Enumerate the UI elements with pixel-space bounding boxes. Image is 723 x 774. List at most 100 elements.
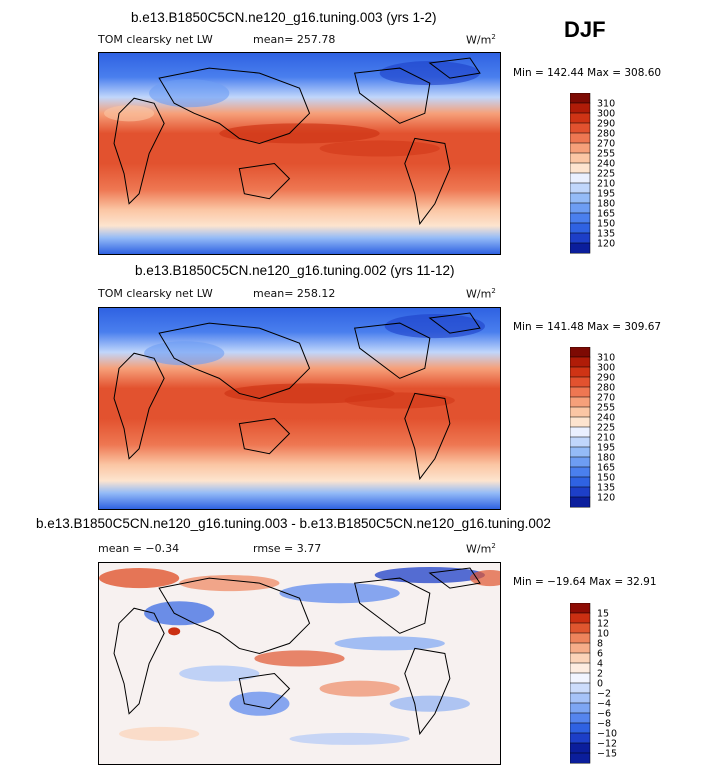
colorbar-tick-label: −8 [597,719,611,730]
colorbar-tick-label: 240 [597,159,615,170]
colorbar-box [569,92,591,104]
colorbar-tick-label: −12 [597,739,617,750]
colorbar-tick-label: −2 [597,689,611,700]
colorbar-box [569,612,591,624]
colorbar-tick-label: 195 [597,443,615,454]
colorbar-tick-label: 255 [597,149,615,160]
panel3-colorbar: 15 12 10 8 6 4 2 0 −2 −4 −6 −8 −10 −12 −15 [569,602,630,771]
colorbar-box [569,466,591,478]
panel1-map [98,52,501,255]
panel2-map [98,307,501,510]
colorbar-box [569,496,591,508]
colorbar-box [569,152,591,164]
colorbar-tick-label: 270 [597,139,615,150]
panel2-mean-value: 258.12 [296,287,336,300]
colorbar-box [569,396,591,408]
panel1-units-sup: 2 [491,33,496,41]
colorbar-tick-label: 310 [597,99,615,110]
panel1-colorbar: 310 300 290 280 270 255 240 225 210 195 180 165 150 1… [569,92,630,261]
panel3-title: b.e13.B1850C5CN.ne120_g16.tuning.003 - b… [36,516,551,531]
colorbar-tick-label: 4 [597,659,603,670]
colorbar-box [569,406,591,418]
panel3-rmse-value: 3.77 [296,542,322,555]
panel1-field [99,53,500,254]
colorbar-tick-label: −15 [597,749,617,760]
colorbar-box [569,122,591,134]
colorbar-box [569,702,591,714]
panel2-mean-label: mean= [253,287,294,300]
colorbar-box [569,436,591,448]
colorbar-tick-label: 290 [597,373,615,384]
colorbar-box [569,476,591,488]
colorbar-tick-label: 270 [597,393,615,404]
colorbar-box [569,386,591,398]
colorbar-box [569,242,591,254]
colorbar-tick-label: 180 [597,453,615,464]
colorbar-tick-label: 120 [597,239,615,250]
colorbar-tick-label: 210 [597,433,615,444]
panel2-colorbar-svg: 3103002902802702552402252101951801651501… [569,346,615,508]
panel1-minmax: Min = 142.44 Max = 308.60 [513,67,662,79]
colorbar-box [569,742,591,754]
colorbar-box [569,172,591,184]
panel1-mean-value: 257.78 [296,33,336,46]
colorbar-box [569,102,591,114]
panel3-mean-value: −0.34 [145,542,180,555]
colorbar-tick-label: 280 [597,383,615,394]
colorbar-tick-label: 2 [597,669,603,680]
colorbar-tick-label: 290 [597,119,615,130]
panel3-units: W/m2 [466,542,496,556]
panel3-units-sup: 2 [491,542,496,550]
colorbar-box [569,142,591,154]
colorbar-box [569,732,591,744]
colorbar-tick-label: 165 [597,463,615,474]
colorbar-box [569,486,591,498]
colorbar-tick-label: −10 [597,729,617,740]
colorbar-box [569,446,591,458]
colorbar-tick-label: 150 [597,219,615,230]
panel1-variable: TOM clearsky net LW [98,33,213,46]
colorbar-tick-label: 8 [597,639,603,650]
season-label: DJF [564,17,606,42]
colorbar-box [569,366,591,378]
panel2-title: b.e13.B1850C5CN.ne120_g16.tuning.002 (yr… [135,263,455,278]
panel2-mean: mean= 258.12 [253,287,335,300]
colorbar-box [569,632,591,644]
colorbar-box [569,622,591,634]
colorbar-box [569,212,591,224]
panel2-variable: TOM clearsky net LW [98,287,213,300]
panel2-colorbar: 310 300 290 280 270 255 240 225 210 195 180 165 150 1… [569,346,630,515]
colorbar-tick-label: 240 [597,413,615,424]
panel2-units-text: W/m [466,287,492,301]
panel3-mean-label: mean = [98,542,142,555]
colorbar-box [569,356,591,368]
colorbar-box [569,692,591,704]
colorbar-box [569,712,591,724]
panel1-colorbar-svg: 3103002902802702552402252101951801651501… [569,92,615,254]
colorbar-tick-label: 135 [597,229,615,240]
colorbar-box [569,662,591,674]
colorbar-tick-label: 165 [597,209,615,220]
colorbar-tick-label: 225 [597,169,615,180]
panel2-minmax: Min = 141.48 Max = 309.67 [513,321,662,333]
colorbar-tick-label: 225 [597,423,615,434]
colorbar-box [569,642,591,654]
colorbar-box [569,376,591,388]
colorbar-tick-label: −6 [597,709,611,720]
colorbar-box [569,232,591,244]
colorbar-tick-label: 12 [597,619,609,630]
panel3-rmse: rmse = 3.77 [253,542,321,555]
panel3-minmax: Min = −19.64 Max = 32.91 [513,576,657,588]
colorbar-box [569,132,591,144]
colorbar-box [569,426,591,438]
colorbar-box [569,752,591,764]
colorbar-tick-label: 300 [597,363,615,374]
colorbar-tick-label: 10 [597,629,609,640]
colorbar-tick-label: 0 [597,679,603,690]
panel1-mean-label: mean= [253,33,294,46]
colorbar-box [569,682,591,694]
colorbar-tick-label: 280 [597,129,615,140]
colorbar-box [569,672,591,684]
colorbar-tick-label: −4 [597,699,611,710]
